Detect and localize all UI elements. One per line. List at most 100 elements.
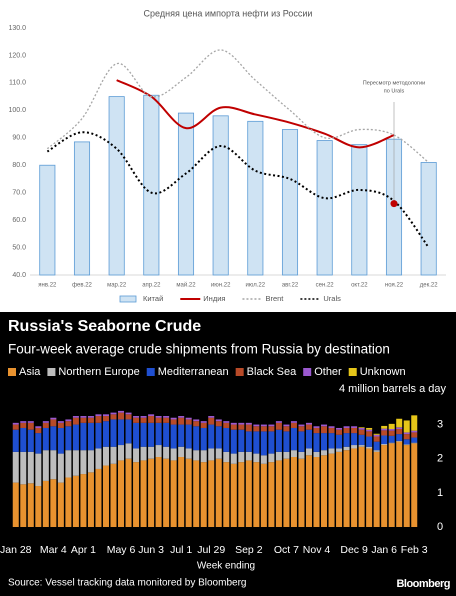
bar-segment [125, 412, 132, 415]
bar-segment [321, 450, 328, 456]
bar-segment [140, 460, 147, 527]
bar-segment [178, 424, 185, 447]
bar-segment [35, 433, 42, 454]
y-tick-label: 2 [437, 453, 443, 465]
bar-segment [283, 424, 290, 427]
x-tick-label: Nov 4 [303, 544, 331, 556]
bar-segment [313, 427, 320, 434]
bar-segment [260, 455, 267, 464]
bar-segment [381, 435, 388, 445]
x-tick-label: май.22 [176, 282, 196, 289]
bar-segment [411, 442, 418, 444]
bar-segment [411, 443, 418, 527]
chart-title: Russia's Seaborne Crude [8, 318, 201, 335]
bar [281, 129, 299, 276]
bar [212, 115, 229, 276]
bar-segment [321, 424, 328, 427]
bar-segment [275, 429, 282, 452]
bar-segment [313, 451, 320, 457]
bar-segment [35, 426, 42, 428]
bar-segment [298, 431, 305, 452]
bar [177, 112, 195, 276]
bar-segment [118, 410, 125, 413]
y-tick-label: 90.0 [12, 135, 26, 142]
bar-segment [57, 422, 64, 428]
bar-segment [193, 460, 200, 527]
bar-segment [396, 441, 403, 527]
x-tick-label: Apr 1 [71, 544, 96, 556]
bar-segment [65, 450, 72, 478]
bar-segment [343, 446, 350, 451]
bar-segment [305, 448, 312, 456]
bar-segment [388, 430, 395, 436]
bar-segment [366, 448, 373, 527]
bar-segment [102, 446, 109, 466]
bar-segment [290, 457, 297, 527]
bar-segment [57, 421, 64, 423]
x-tick-label: Jul 29 [197, 544, 225, 556]
bar-segment [396, 418, 403, 428]
bar-segment [42, 480, 49, 527]
x-tick-label: июн.22 [211, 283, 231, 289]
bar-segment [118, 419, 125, 446]
bar-segment [208, 424, 215, 449]
bar-segment [155, 445, 162, 457]
bar-segment [336, 451, 343, 527]
bar [73, 141, 91, 276]
bar-segment [200, 462, 207, 527]
bar-segment [208, 417, 215, 425]
bar-segment [290, 427, 297, 451]
bar-segment [253, 431, 260, 454]
bar-segment [12, 429, 19, 452]
bar-segment [27, 483, 34, 527]
bar-segment [50, 417, 57, 420]
bar-segment [381, 445, 388, 527]
annotation: по Urals [384, 88, 405, 94]
bar-segment [215, 426, 222, 449]
bar-segment [343, 426, 350, 428]
bar-segment [110, 412, 117, 415]
bar-segment [27, 421, 34, 423]
bar-segment [193, 450, 200, 461]
bar-segment [215, 419, 222, 422]
bar-segment [170, 460, 177, 527]
bar-segment [321, 433, 328, 451]
y-tick-label: 50.0 [12, 244, 26, 251]
bar-segment [87, 422, 94, 451]
bar-segment [72, 417, 79, 425]
bar-segment [396, 427, 403, 429]
bar-segment [373, 441, 380, 451]
bar-segment [366, 446, 373, 449]
bar-segment [381, 430, 388, 436]
legend-label: Northern Europe [58, 366, 139, 378]
bar-segment [351, 427, 358, 434]
bar-segment [20, 427, 27, 452]
bar-segment [373, 451, 380, 527]
x-tick-label: Sep 2 [235, 544, 263, 556]
bar-segment [411, 432, 418, 438]
bar-segment [65, 477, 72, 527]
bar-segment [268, 453, 275, 463]
bar-segment [155, 416, 162, 418]
y-tick-label: 60.0 [12, 217, 26, 224]
y-tick-label: 3 [437, 418, 443, 430]
y-tick-label: 100.0 [8, 107, 26, 114]
bar-segment [245, 422, 252, 425]
bar-segment [87, 417, 94, 423]
bar-segment [208, 460, 215, 527]
bar-segment [155, 457, 162, 527]
bar-segment [133, 448, 140, 463]
bar-segment [12, 451, 19, 483]
bar-segment [95, 468, 102, 527]
bar-segment [80, 416, 87, 418]
bar-segment [351, 445, 358, 449]
bar-segment [57, 453, 64, 483]
bar-segment [283, 431, 290, 452]
bar-segment [305, 455, 312, 527]
bar-segment [298, 458, 305, 527]
bar-segment [163, 416, 170, 418]
legend-swatch [47, 368, 56, 376]
bar-segment [148, 446, 155, 459]
bar-segment [260, 426, 267, 432]
